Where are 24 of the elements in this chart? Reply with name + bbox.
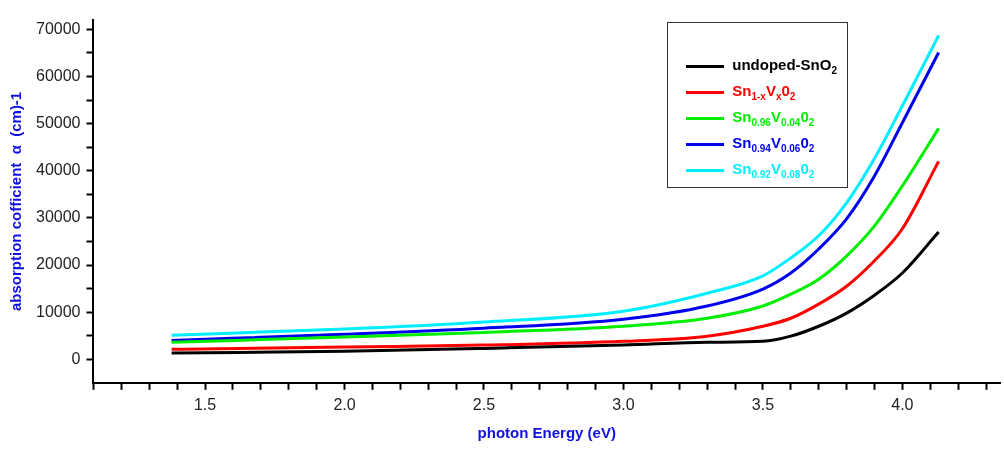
legend-label: Sn$_{0.94}$V$_{0.06}$0$_{2}$ xyxy=(732,134,815,154)
x-tick-label: 2.0 xyxy=(333,395,356,413)
x-tick-label: 2.5 xyxy=(472,395,496,413)
y-tick-label: 70000 xyxy=(35,19,81,37)
x-tick-label: 4.0 xyxy=(891,395,914,413)
y-tick-label: 50000 xyxy=(35,114,81,132)
y-tick-label: 20000 xyxy=(35,255,81,273)
legend-label: Sn$_{0.96}$V$_{0.04}$0$_{2}$ xyxy=(732,108,815,128)
x-axis-title: photon Energy (eV) xyxy=(477,424,616,442)
line-series xyxy=(170,230,941,355)
y-tick-label: 0 xyxy=(71,349,81,367)
legend-label: Sn$_{0.92}$V$_{0.08}$0$_{2}$ xyxy=(732,160,815,180)
legend-label: undoped-SnO$_{2}$ xyxy=(732,56,837,76)
line-series xyxy=(170,126,941,344)
x-tick-label: 3.0 xyxy=(612,395,635,413)
y-tick-label: 30000 xyxy=(35,208,81,226)
line-series xyxy=(170,159,941,351)
y-axis-title: absorption cofficient α (cm)-1 xyxy=(7,91,25,312)
x-tick-label: 1.5 xyxy=(193,395,217,413)
x-tick-label: 3.5 xyxy=(751,395,775,413)
y-tick-label: 60000 xyxy=(35,66,81,84)
y-tick-label: 10000 xyxy=(35,302,81,320)
y-tick-label: 40000 xyxy=(35,161,81,179)
legend-label: Sn$_{1-x}$V$_{x}$0$_{2}$ xyxy=(732,82,796,102)
